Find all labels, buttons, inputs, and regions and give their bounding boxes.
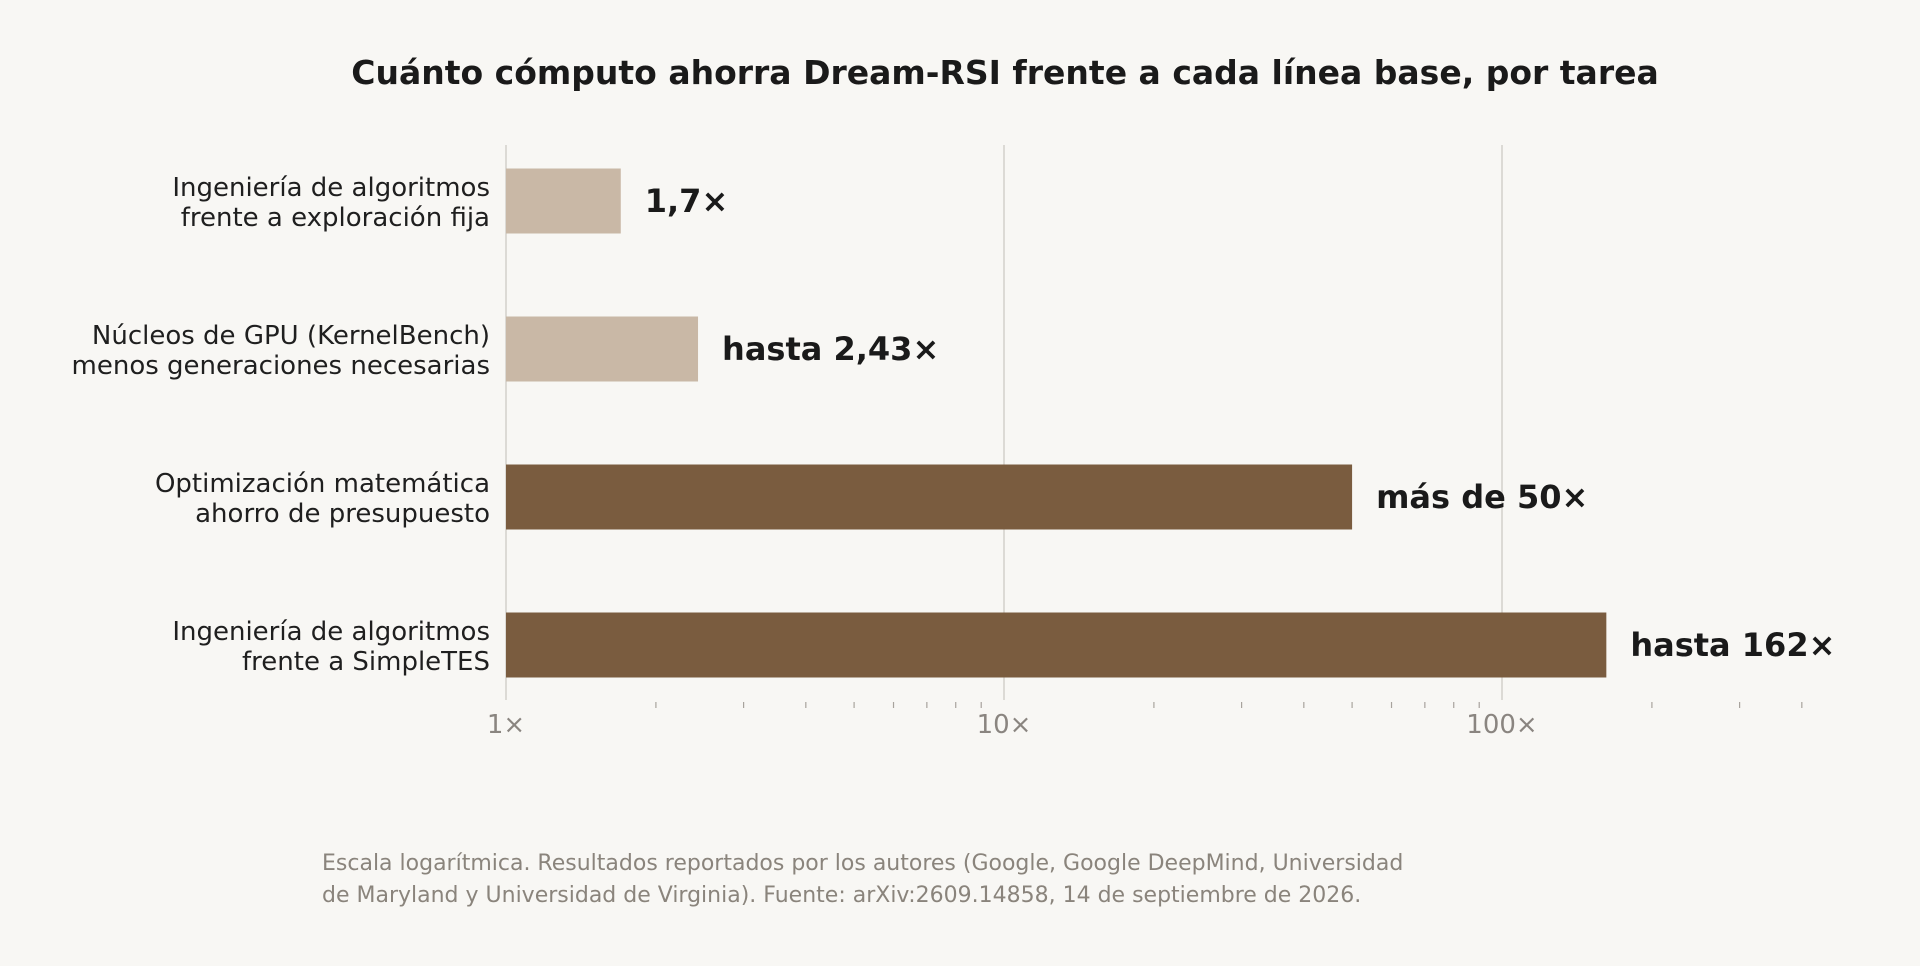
minor-ticks (655, 702, 1803, 708)
footnote-line-2: de Maryland y Universidad de Virginia). … (322, 883, 1362, 908)
value-label-2: más de 50× (1376, 478, 1588, 516)
x-tick-label-0: 1× (487, 710, 525, 740)
bar-3 (506, 612, 1607, 678)
gridlines (505, 145, 1503, 700)
category-label-2-line-2: ahorro de presupuesto (195, 499, 490, 529)
value-label-3: hasta 162× (1630, 626, 1835, 664)
x-tick-labels: 1× 10× 100× (487, 710, 1538, 740)
category-label-1-line-1: Núcleos de GPU (KernelBench) (92, 321, 490, 351)
bar-1 (506, 316, 699, 382)
chart-title: Cuánto cómputo ahorra Dream-RSI frente a… (351, 53, 1659, 92)
value-labels: 1,7× hasta 2,43× más de 50× hasta 162× (645, 182, 1836, 664)
value-label-0: 1,7× (645, 182, 729, 220)
bar-0 (506, 168, 621, 234)
category-label-3-line-1: Ingeniería de algoritmos (172, 617, 490, 647)
value-label-1: hasta 2,43× (722, 330, 939, 368)
category-label-0-line-1: Ingeniería de algoritmos (172, 173, 490, 203)
category-label-3-line-2: frente a SimpleTES (242, 647, 490, 677)
footnote-line-1: Escala logarítmica. Resultados reportado… (322, 851, 1404, 876)
category-label-2-line-1: Optimización matemática (155, 469, 490, 499)
category-label-1-line-2: menos generaciones necesarias (72, 351, 490, 381)
x-tick-label-2: 100× (1466, 710, 1537, 740)
x-tick-label-1: 10× (977, 710, 1032, 740)
category-label-0-line-2: frente a exploración fija (181, 203, 490, 233)
footnote: Escala logarítmica. Resultados reportado… (322, 848, 1522, 912)
bar-2 (506, 464, 1353, 530)
bars (506, 168, 1607, 678)
